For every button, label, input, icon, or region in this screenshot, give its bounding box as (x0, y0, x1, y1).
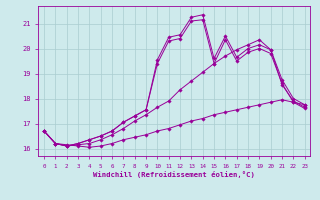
X-axis label: Windchill (Refroidissement éolien,°C): Windchill (Refroidissement éolien,°C) (93, 171, 255, 178)
